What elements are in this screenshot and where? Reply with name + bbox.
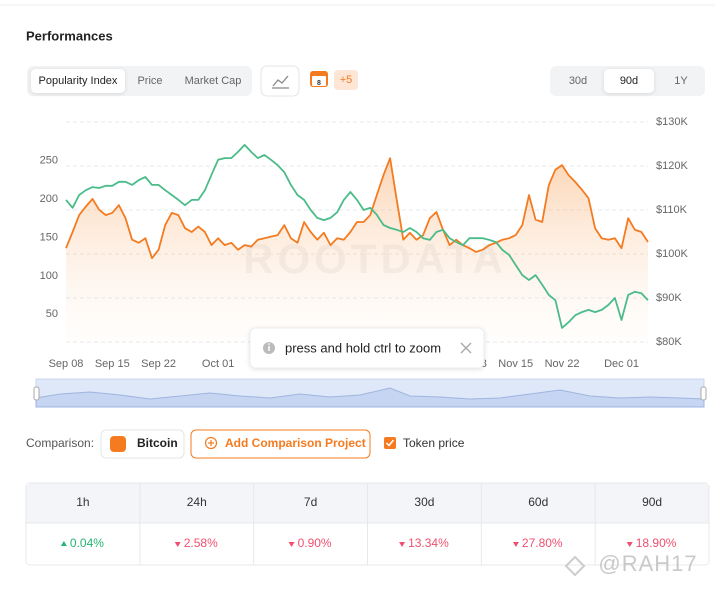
y2-tick-label: $120K — [656, 160, 688, 172]
area — [66, 158, 648, 342]
y-tick-label: 50 — [46, 308, 58, 320]
chart-icon — [272, 75, 289, 87]
project-name: Bitcoin — [137, 436, 178, 450]
change-value: 13.34% — [408, 536, 449, 550]
range-active — [604, 69, 654, 93]
x-tick-label: Nov 15 — [498, 358, 533, 370]
line — [65, 157, 649, 260]
section-title: Performances — [26, 28, 113, 43]
tab[interactable]: Price — [137, 75, 162, 87]
trend-down — [174, 542, 181, 547]
extra-count: +5 — [340, 74, 353, 86]
range[interactable]: 1Y — [674, 75, 688, 87]
project-color — [110, 436, 126, 452]
comparison-label: Comparison: — [26, 436, 94, 450]
change-value: 0.04% — [70, 536, 104, 550]
tab-active — [31, 69, 125, 93]
change-value: 2.58% — [184, 536, 218, 550]
calendar-day: 8 — [317, 80, 321, 87]
trend-down — [399, 542, 406, 547]
trend-up — [60, 541, 67, 546]
tab[interactable]: Popularity Index — [39, 75, 118, 87]
info-icon-dot — [268, 343, 270, 345]
tab[interactable]: Market Cap — [185, 75, 242, 87]
y-tick-label: 250 — [40, 154, 58, 166]
trend-down — [626, 542, 633, 547]
table-header: 90d — [642, 495, 662, 509]
x-tick-label: Nov 22 — [545, 358, 580, 370]
zoom-hint-box — [249, 327, 485, 369]
trend-down — [288, 542, 295, 547]
token-price-checkbox[interactable] — [384, 437, 396, 449]
y-tick-label: 200 — [40, 193, 58, 205]
x-tick-label: Dec 01 — [604, 358, 639, 370]
table-header: 24h — [187, 495, 207, 509]
navigator-handle[interactable] — [700, 386, 707, 401]
line — [65, 144, 649, 329]
checkmark — [385, 439, 395, 447]
zoom-hint-text: press and hold ctrl to zoom — [285, 340, 441, 355]
y2-tick-label: $130K — [656, 116, 688, 128]
table-header: 7d — [304, 495, 317, 509]
navigator-handle[interactable] — [33, 386, 40, 401]
ranges: 30d 90d 1Y — [569, 69, 688, 93]
change-value: 0.90% — [298, 536, 332, 550]
zoom-hint: press and hold ctrl to zoom — [249, 327, 485, 369]
x-tick-label: Sep 22 — [141, 358, 176, 370]
range[interactable]: 30d — [569, 75, 587, 87]
extra-badge[interactable] — [334, 70, 358, 90]
x-tick-label: Sep 15 — [95, 358, 130, 370]
add-icon — [204, 436, 218, 450]
add-comparison-button[interactable] — [190, 429, 371, 459]
range[interactable]: 90d — [620, 75, 638, 87]
y-tick-label: 100 — [40, 270, 58, 282]
change-value: 18.90% — [636, 536, 677, 550]
calendar-page — [312, 76, 326, 86]
y2-tick-label: $100K — [656, 248, 688, 260]
x-tick-label: Oct 01 — [202, 358, 234, 370]
token-price-label: Token price — [403, 436, 465, 450]
watermark-logo — [564, 555, 586, 577]
table-header: 1h — [76, 495, 89, 509]
trend-down — [512, 542, 519, 547]
x-tick-label: Sep 08 — [49, 358, 84, 370]
close-icon[interactable] — [460, 342, 472, 354]
table-cells: 1h 24h 7d 30d 60d 90d 0.04% 2.58% 0.90% 13.34% 27.… — [26, 483, 709, 565]
y-tick-label: 150 — [40, 231, 58, 243]
tabs: Popularity Index Price Market Cap — [31, 69, 241, 93]
table-header: 60d — [528, 495, 548, 509]
change-value: 27.80% — [522, 536, 563, 550]
navigator-line — [35, 387, 705, 408]
y2-tick-label: $90K — [656, 292, 682, 304]
y2-tick-label: $80K — [656, 336, 682, 348]
table-header: 30d — [414, 495, 434, 509]
add-comparison-text: Add Comparison Project — [225, 436, 366, 450]
watermark-author: @RAH17 — [598, 551, 697, 576]
y2-tick-label: $110K — [656, 204, 688, 216]
